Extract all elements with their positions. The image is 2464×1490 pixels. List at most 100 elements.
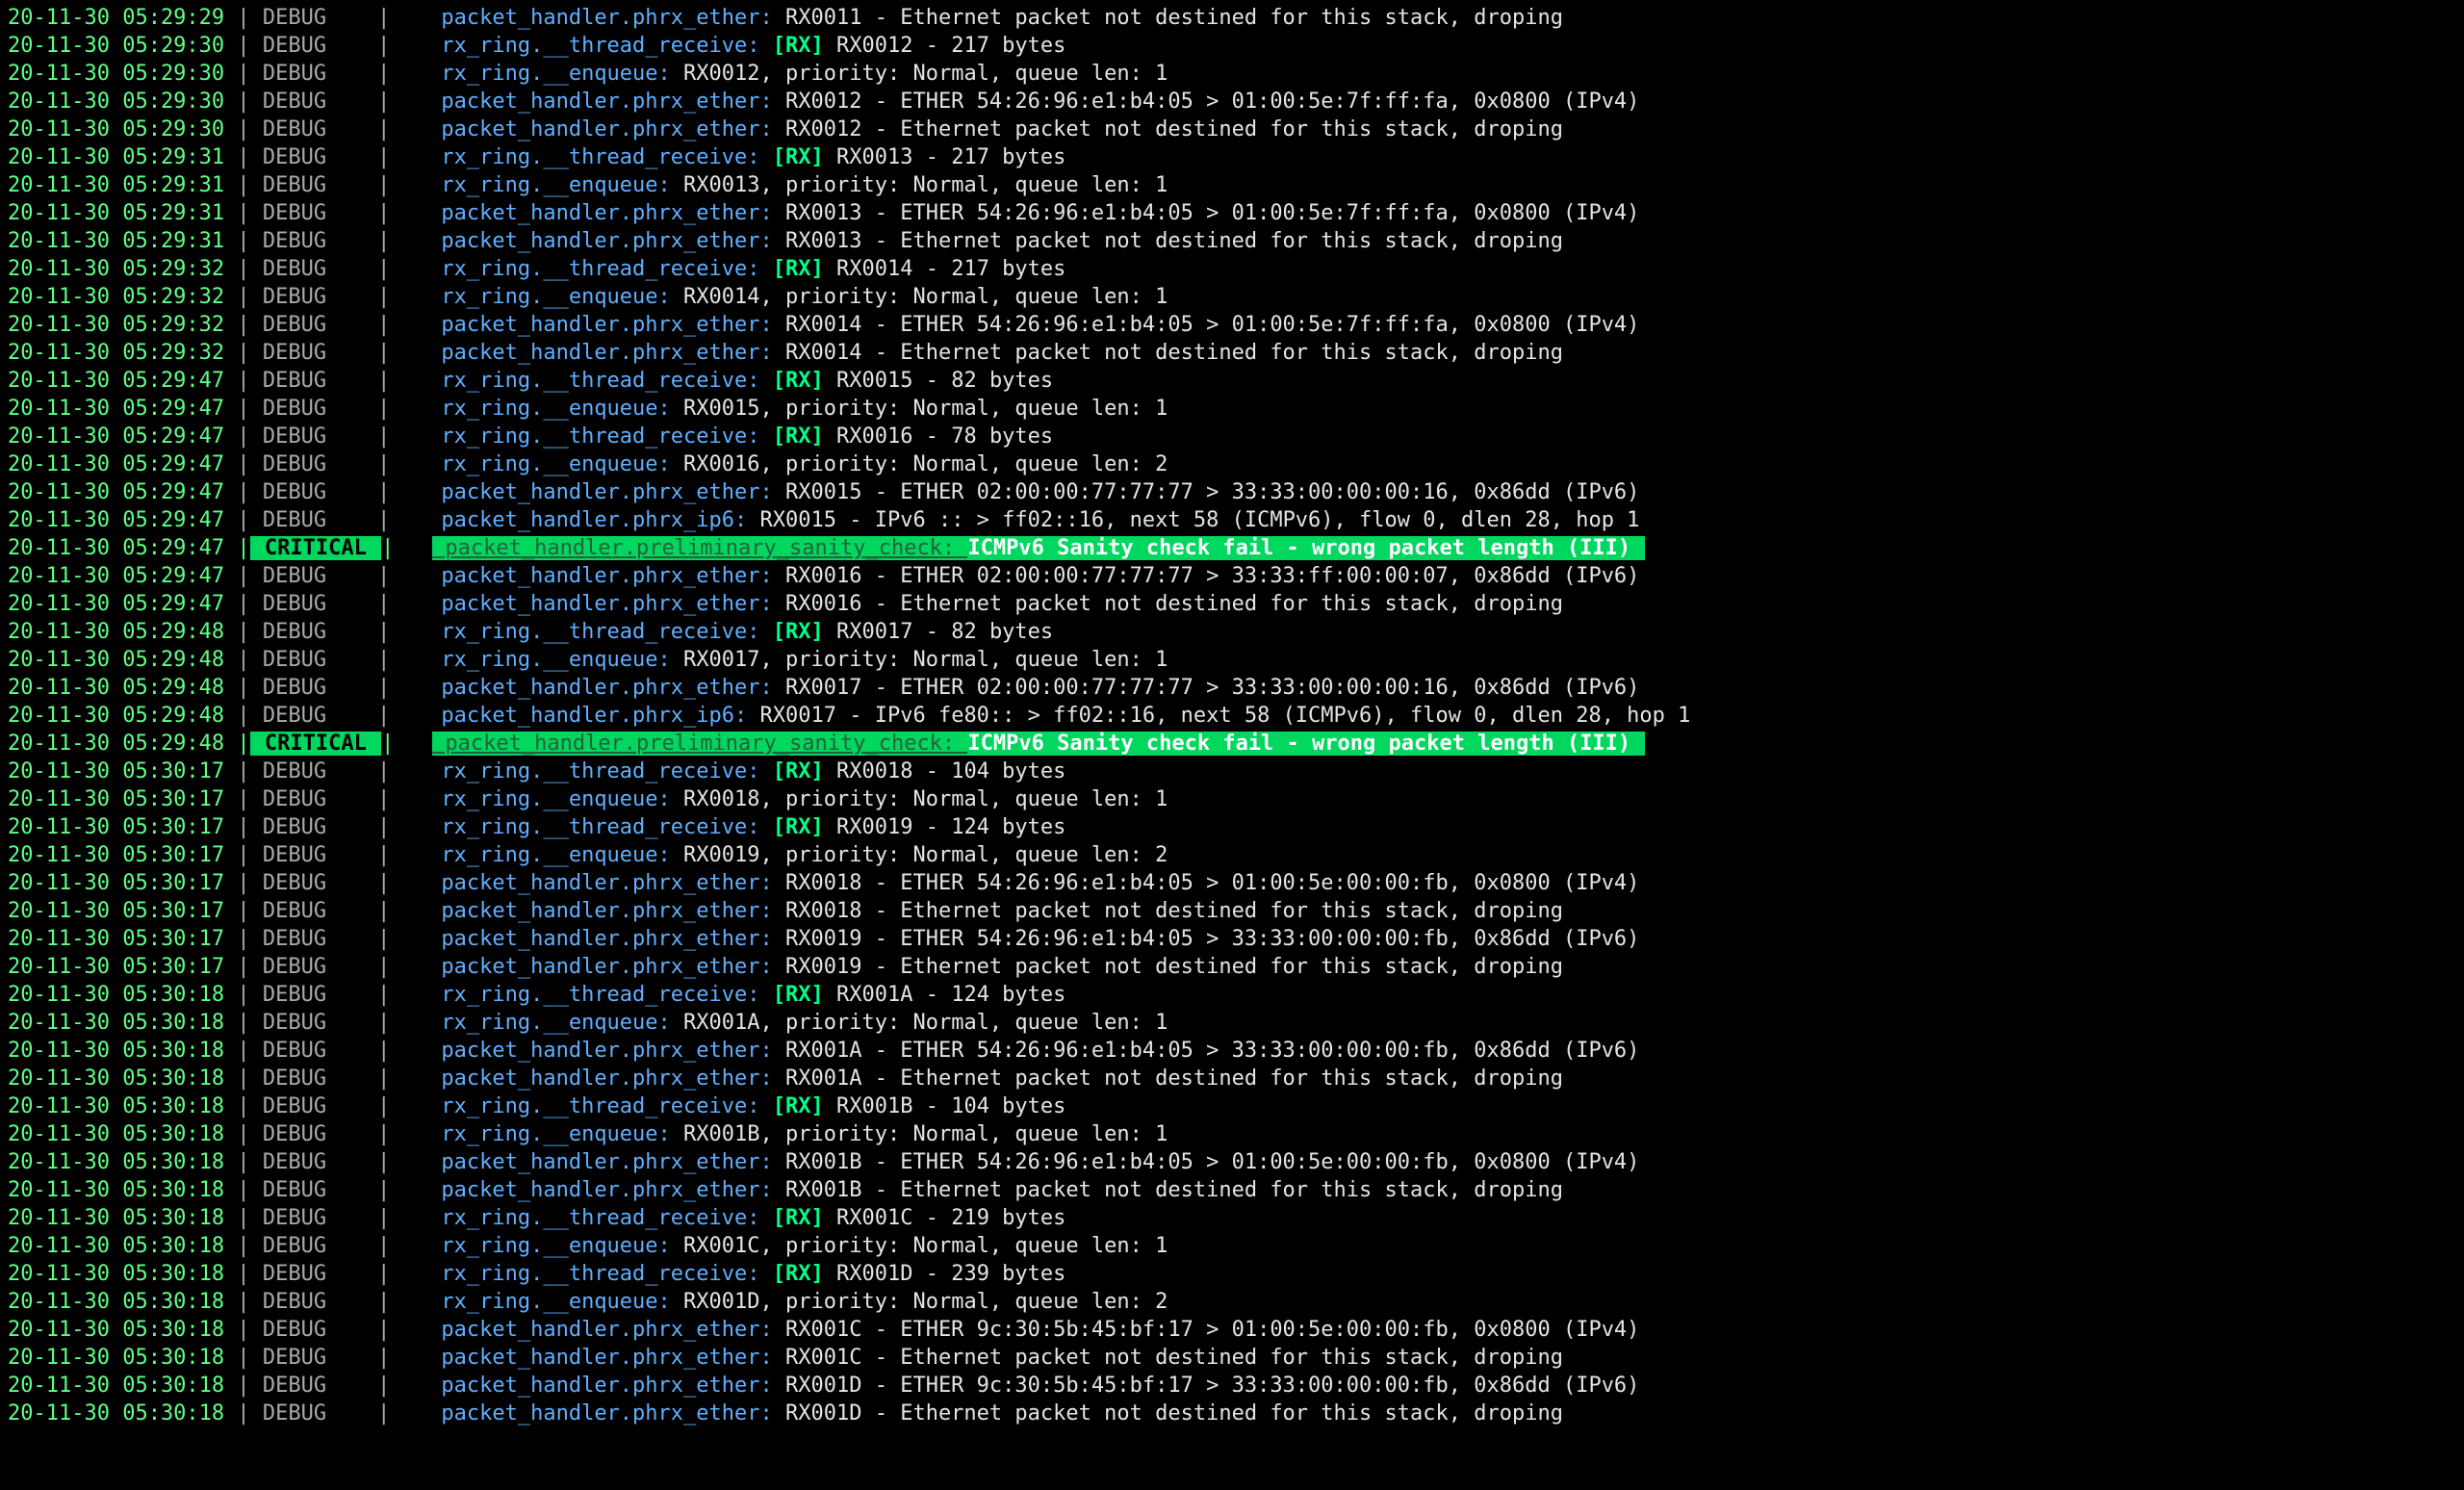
log-separator: | (237, 1011, 249, 1035)
log-timestamp: 20-11-30 05:29:32 (8, 285, 224, 309)
log-message: RX0014 - ETHER 54:26:96:e1:b4:05 > 01:00… (785, 313, 1639, 337)
log-source: rx_ring.__thread_receive: (441, 759, 759, 784)
log-line: 20-11-30 05:29:47 | DEBUG | packet_handl… (8, 478, 2456, 506)
log-timestamp: 20-11-30 05:30:18 (8, 1290, 224, 1314)
log-timestamp: 20-11-30 05:29:48 (8, 620, 224, 644)
log-separator: | (377, 62, 390, 86)
log-timestamp: 20-11-30 05:29:31 (8, 173, 224, 197)
log-separator: | (377, 117, 390, 141)
log-line: 20-11-30 05:29:48 | DEBUG | packet_handl… (8, 674, 2456, 702)
log-separator: | (377, 1150, 390, 1174)
log-separator: | (377, 927, 390, 951)
log-line: 20-11-30 05:29:47 | DEBUG | rx_ring.__th… (8, 423, 2456, 450)
log-level-debug: DEBUG (263, 145, 365, 169)
log-level-debug: DEBUG (263, 1066, 365, 1091)
log-level-debug: DEBUG (263, 117, 365, 141)
log-timestamp: 20-11-30 05:30:17 (8, 815, 224, 839)
log-line: 20-11-30 05:30:17 | DEBUG | rx_ring.__th… (8, 758, 2456, 785)
log-line: 20-11-30 05:29:31 | DEBUG | packet_handl… (8, 227, 2456, 255)
log-level-debug: DEBUG (263, 1150, 365, 1174)
log-source: packet_handler.phrx_ether: (441, 899, 772, 923)
log-level-debug: DEBUG (263, 927, 365, 951)
log-source: rx_ring.__enqueue: (441, 1011, 670, 1035)
log-line: 20-11-30 05:30:18 | DEBUG | rx_ring.__th… (8, 1260, 2456, 1288)
log-timestamp: 20-11-30 05:30:18 (8, 1094, 224, 1118)
log-separator: | (237, 397, 249, 421)
log-source: rx_ring.__thread_receive: (441, 983, 759, 1007)
log-message: RX0015 - ETHER 02:00:00:77:77:77 > 33:33… (785, 480, 1639, 504)
log-level-debug: DEBUG (263, 6, 365, 30)
log-line: 20-11-30 05:30:17 | DEBUG | packet_handl… (8, 925, 2456, 953)
log-separator: | (237, 480, 249, 504)
log-level-debug: DEBUG (263, 1318, 365, 1342)
log-source: rx_ring.__thread_receive: (441, 145, 759, 169)
log-separator: | (237, 313, 249, 337)
log-source: packet_handler.phrx_ether: (441, 1039, 772, 1063)
log-separator: | (237, 648, 249, 672)
log-message: RX0017, priority: Normal, queue len: 1 (683, 648, 1168, 672)
log-timestamp: 20-11-30 05:30:18 (8, 1346, 224, 1370)
log-level-debug: DEBUG (263, 173, 365, 197)
log-timestamp: 20-11-30 05:29:30 (8, 34, 224, 58)
log-source: rx_ring.__enqueue: (441, 452, 670, 476)
log-separator: | (377, 1039, 390, 1063)
log-message: RX0015, priority: Normal, queue len: 1 (683, 397, 1168, 421)
log-line: 20-11-30 05:29:47 | DEBUG | rx_ring.__en… (8, 450, 2456, 478)
log-source: rx_ring.__thread_receive: (441, 1094, 759, 1118)
log-separator: | (237, 145, 249, 169)
log-level-debug: DEBUG (263, 955, 365, 979)
log-separator: | (237, 704, 249, 728)
log-line: 20-11-30 05:29:30 | DEBUG | packet_handl… (8, 88, 2456, 116)
log-source: packet_handler.phrx_ether: (441, 592, 772, 616)
log-level-debug: DEBUG (263, 452, 365, 476)
log-source: packet_handler.preliminary_sanity_check: (432, 536, 967, 560)
log-separator: | (237, 1122, 249, 1146)
log-message: RX001A - Ethernet packet not destined fo… (785, 1066, 1563, 1091)
log-line: 20-11-30 05:30:17 | DEBUG | rx_ring.__th… (8, 813, 2456, 841)
rx-tag: [RX] (773, 257, 824, 281)
log-separator: | (237, 1039, 249, 1063)
log-line: 20-11-30 05:29:47 | DEBUG | rx_ring.__en… (8, 395, 2456, 423)
log-message: RX001A, priority: Normal, queue len: 1 (683, 1011, 1168, 1035)
log-separator: | (237, 229, 249, 253)
log-separator: | (237, 90, 249, 114)
log-line: 20-11-30 05:29:32 | DEBUG | packet_handl… (8, 339, 2456, 367)
log-separator: | (237, 899, 249, 923)
log-separator: | (377, 508, 390, 532)
log-message: RX001C - 219 bytes (836, 1206, 1065, 1230)
log-source: rx_ring.__thread_receive: (441, 424, 759, 449)
log-separator: | (381, 732, 394, 756)
log-separator: | (377, 452, 390, 476)
log-timestamp: 20-11-30 05:30:17 (8, 787, 224, 811)
log-source: rx_ring.__enqueue: (441, 1290, 670, 1314)
log-timestamp: 20-11-30 05:29:47 (8, 564, 224, 588)
log-source: packet_handler.phrx_ether: (441, 1318, 772, 1342)
terminal-log-output[interactable]: 20-11-30 05:29:29 | DEBUG | packet_handl… (0, 0, 2464, 1431)
log-separator: | (237, 6, 249, 30)
log-message: RX0016 - Ethernet packet not destined fo… (785, 592, 1563, 616)
log-message: RX0016 - ETHER 02:00:00:77:77:77 > 33:33… (785, 564, 1639, 588)
log-message: RX0011 - Ethernet packet not destined fo… (785, 6, 1563, 30)
log-timestamp: 20-11-30 05:30:18 (8, 1206, 224, 1230)
log-level-debug: DEBUG (263, 592, 365, 616)
log-separator: | (237, 34, 249, 58)
log-timestamp: 20-11-30 05:29:47 (8, 369, 224, 393)
log-message: RX0018 - 104 bytes (836, 759, 1065, 784)
log-source: rx_ring.__enqueue: (441, 1234, 670, 1258)
log-message: RX001B - ETHER 54:26:96:e1:b4:05 > 01:00… (785, 1150, 1639, 1174)
log-message: RX001C, priority: Normal, queue len: 1 (683, 1234, 1168, 1258)
log-level-debug: DEBUG (263, 424, 365, 449)
log-separator: | (377, 229, 390, 253)
log-level-debug: DEBUG (263, 34, 365, 58)
log-separator: | (237, 173, 249, 197)
log-level-debug: DEBUG (263, 620, 365, 644)
log-separator: | (377, 173, 390, 197)
log-level-debug: DEBUG (263, 759, 365, 784)
log-level-debug: DEBUG (263, 983, 365, 1007)
log-line: 20-11-30 05:30:18 | DEBUG | rx_ring.__en… (8, 1288, 2456, 1316)
log-level-debug: DEBUG (263, 843, 365, 867)
log-separator: | (237, 424, 249, 449)
log-source: packet_handler.phrx_ether: (441, 1178, 772, 1202)
log-timestamp: 20-11-30 05:30:18 (8, 1011, 224, 1035)
log-line: 20-11-30 05:30:18 | DEBUG | rx_ring.__en… (8, 1009, 2456, 1037)
